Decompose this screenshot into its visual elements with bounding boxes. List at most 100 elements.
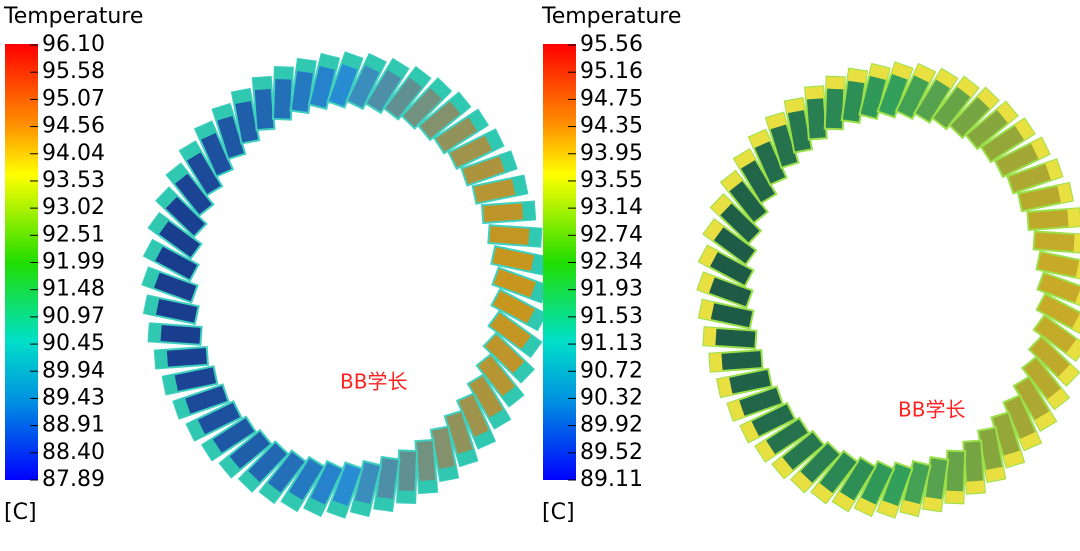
block [719,169,770,225]
block-edge [520,335,542,357]
block-edge [772,456,794,479]
block-edge [699,245,719,268]
block-edge [144,240,164,262]
block [1032,313,1080,362]
block [396,449,419,505]
block [930,75,980,131]
block-edge [734,149,756,170]
block [708,349,764,373]
block-edge [418,479,438,494]
block-edge [521,201,536,221]
block-edge [766,112,787,130]
ring [141,51,549,519]
block [853,459,896,518]
block-edge [869,64,890,81]
block-edge [252,76,272,91]
block-edge [166,163,189,185]
tick-label: 94.75 [580,86,643,111]
block [155,186,208,239]
tick-label: 92.74 [580,222,643,247]
tick-label: 94.04 [42,141,105,166]
block-edge [1075,286,1080,308]
tick-label: 89.43 [42,385,105,410]
block-edge [709,352,723,372]
tick-label: 92.51 [42,222,105,247]
block-edge [698,299,715,321]
tick-label: 95.58 [42,59,105,84]
block-edge [805,86,825,100]
watermark: BB学长 [340,370,407,394]
block [804,85,828,141]
block-edge [1014,118,1035,141]
block-edge [945,490,964,504]
block-edge [488,408,511,429]
block-edge [449,92,471,115]
block [447,128,505,170]
block [993,136,1051,179]
block [251,75,276,132]
tick-label: 89.94 [42,358,105,383]
block-edge [1030,137,1050,160]
block [1036,271,1080,309]
legend-title: Temperature [541,4,681,29]
block-edge [202,438,223,461]
block-edge [219,455,241,478]
tick-label: 87.89 [42,467,105,492]
block-edge [935,68,958,89]
block [307,52,341,111]
legends: Temperature96.1095.5895.0794.5694.0493.5… [3,4,965,525]
block [258,449,308,505]
block [230,87,261,145]
block-edge [156,187,178,210]
block-edge [259,482,282,503]
tick-label: 95.56 [580,32,643,57]
block [876,461,914,519]
block-edge [530,254,546,275]
tick-label: 94.56 [42,114,105,139]
tick-label: 91.99 [42,250,105,275]
block-edge [1073,234,1080,253]
block-edge [239,470,261,492]
tick-label: 93.53 [42,168,105,193]
block [702,326,758,350]
block-edge [327,500,349,518]
block-edge [891,62,913,80]
block [349,459,383,518]
block [364,57,410,115]
block [147,322,203,346]
block-edge [467,109,488,132]
tick-label: 95.07 [42,86,105,111]
block-edge [232,89,252,105]
block-face [480,200,537,225]
block [823,75,846,131]
block-edge [749,129,771,149]
tick-label: 90.72 [580,358,643,383]
block [475,352,525,408]
tick-label: 95.16 [580,59,643,84]
block [345,52,387,111]
tick-label: 90.45 [42,331,105,356]
tick-label: 94.35 [580,114,643,139]
block-edge [1019,431,1041,451]
block-edge [996,101,1018,124]
block [1032,230,1080,254]
tick-label: 93.14 [580,195,643,220]
block-edge [1034,410,1056,431]
block-edge [1067,208,1080,228]
block [271,65,294,121]
block [1026,207,1080,231]
block [831,455,878,513]
block [899,459,932,518]
block [480,200,537,225]
block-edge [1003,450,1024,468]
block-edge [296,58,316,74]
tick-label: 89.11 [580,467,643,492]
block [193,120,235,178]
block [289,57,317,115]
tick-label: 90.32 [580,385,643,410]
block [810,449,860,505]
block-edge [727,399,745,421]
block [912,67,959,125]
block-edge [1071,312,1080,335]
block-edge [721,171,743,192]
